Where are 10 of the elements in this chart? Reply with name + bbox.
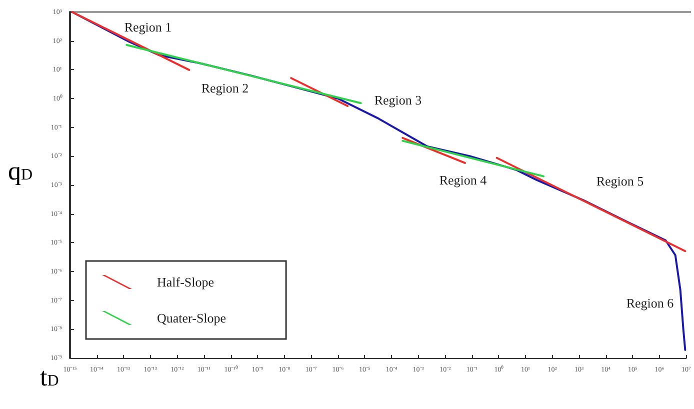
annotation: Region 4 [439, 172, 488, 188]
legend-label: Half-Slope [157, 274, 214, 290]
annotation: Region 6 [626, 296, 674, 310]
y-axis-title: qD [8, 156, 33, 186]
annotation: Region 2 [201, 80, 249, 96]
annotation: Region 5 [596, 174, 644, 188]
x-axis-title: tD [40, 362, 59, 392]
annotation: Region 1 [124, 20, 172, 34]
legend-label: Quater-Slope [157, 310, 226, 326]
annotation: Region 3 [374, 92, 422, 108]
